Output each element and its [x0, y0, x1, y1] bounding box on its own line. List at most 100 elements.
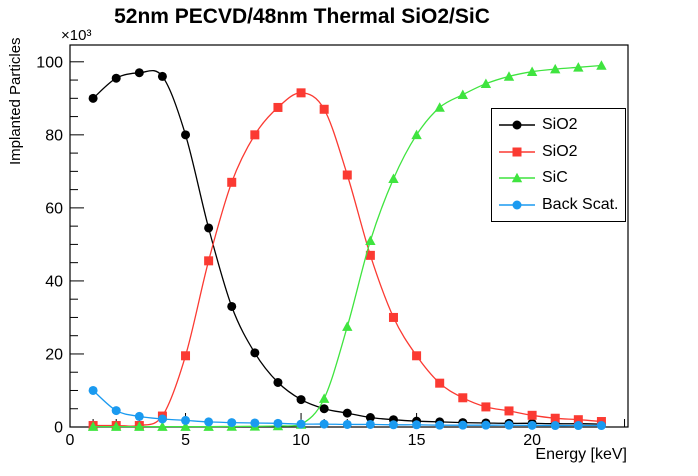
legend-item-3: Back Scat.	[499, 196, 623, 214]
x-tick-label: 0	[66, 432, 75, 449]
y-tick-label: 0	[54, 420, 63, 437]
series-0-sio2-data-point	[319, 404, 329, 414]
series-3-back-scat-data-point	[550, 421, 560, 431]
series-2-sic-data-point	[111, 421, 122, 431]
series-3-back-scat-data-point	[388, 420, 398, 430]
legend-marker	[512, 147, 522, 157]
legend-marker	[512, 120, 522, 130]
series-1-sio2-data-point	[458, 393, 468, 403]
legend-label: SiC	[542, 169, 568, 187]
plot-frame	[69, 44, 629, 428]
series-3-back-scat-data-point	[88, 385, 98, 395]
y-axis-multiplier-label: ×10³	[61, 27, 92, 44]
series-0-sio2-data-point	[88, 93, 98, 103]
series-0-sio2-data-point	[342, 408, 352, 418]
legend-box: SiO2 SiO2 SiC Back Scat.	[491, 108, 626, 222]
series-1-sio2-data-point	[435, 378, 445, 388]
x-axis-title: Energy [keV]	[535, 446, 627, 463]
series-0-sio2-data-point	[250, 348, 260, 358]
series-2-sic-data-point	[434, 102, 445, 112]
series-3-back-scat-data-point	[227, 418, 237, 428]
series-2-sic-data-point	[388, 173, 399, 183]
square-marker-icon	[499, 147, 535, 157]
series-3-back-scat-data-point	[319, 419, 329, 429]
triangle-marker-icon	[499, 173, 535, 183]
series-1-sio2-data-point	[504, 406, 514, 416]
x-tick-label: 15	[408, 432, 426, 449]
series-0-sio2-data-point	[204, 223, 214, 233]
series-0-sio2-data-point	[111, 73, 121, 83]
series-0-sio2-data-point	[227, 301, 237, 311]
series-3-back-scat-data-point	[481, 420, 491, 430]
series-3-back-scat-data-point	[273, 418, 283, 428]
y-tick-label: 20	[45, 346, 63, 363]
series-2-sic-data-point	[503, 71, 515, 81]
legend-item-1: SiO2	[499, 143, 623, 161]
series-3-back-scat-data-point	[204, 417, 214, 427]
series-1-sio2-data-point	[388, 312, 398, 322]
series-2-sic-data-point	[596, 60, 607, 70]
series-0-sio2-data-point	[273, 377, 283, 387]
series-1-sio2-data-point	[550, 413, 560, 423]
series-1-sio2-data-point	[250, 130, 260, 140]
series-2-sic-data-point	[365, 235, 376, 246]
series-0-sio2-data-point	[157, 71, 167, 81]
series-1-sio2-data-point	[204, 256, 214, 266]
series-2-sic-data-point	[342, 321, 353, 331]
series-1-sio2-data-point	[365, 250, 375, 260]
series-0-sio2-data-point	[365, 413, 375, 423]
series-3-back-scat-data-point	[157, 414, 167, 424]
series-2-sic-data-point	[480, 78, 492, 89]
y-tick-label: 40	[45, 273, 63, 290]
series-1-sio2-data-point	[573, 415, 583, 425]
series-0-sio2-data-point	[296, 395, 306, 405]
series-3-back-scat-data-point	[412, 420, 422, 430]
circle-marker-icon	[499, 120, 535, 130]
series-3-back-scat-data-point	[181, 415, 191, 425]
x-tick-label: 10	[292, 432, 310, 449]
legend-label: SiO2	[542, 116, 578, 134]
legend-label: SiO2	[542, 142, 578, 160]
series-1-sio2-data-point	[227, 177, 237, 187]
series-1-sio2-data-point	[296, 88, 306, 98]
x-tick-label: 20	[523, 432, 541, 449]
series-2-sic-data-point	[457, 89, 468, 99]
x-tick-label: 5	[181, 432, 190, 449]
series-3-back-scat-data-point	[573, 421, 583, 431]
series-1-sio2-data-point	[181, 351, 191, 361]
series-3-back-scat-data-point	[342, 419, 352, 429]
legend-marker	[511, 173, 523, 183]
series-1-sio2-data-point	[342, 170, 352, 180]
series-3-back-scat-data-point	[250, 418, 260, 428]
series-1-sio2-data-point	[319, 104, 329, 114]
series-1-sio2-data-point	[273, 102, 283, 112]
series-2-sic-data-point	[550, 63, 561, 74]
y-tick-label: 100	[36, 54, 63, 71]
y-tick-label: 60	[45, 200, 63, 217]
legend-item-0: SiO2	[499, 116, 623, 134]
legend-label: Back Scat.	[542, 195, 619, 213]
series-2-sic-data-point	[411, 129, 422, 140]
series-3-back-scat-data-point	[365, 419, 375, 429]
legend-marker	[512, 200, 522, 210]
series-3-back-scat-data-point	[134, 411, 144, 421]
series-3-back-scat-data-point	[504, 420, 514, 430]
series-3-back-scat-data-point	[435, 420, 445, 430]
series-3-back-scat-data-point	[296, 419, 306, 429]
series-2-sic-data-point	[526, 66, 538, 76]
series-0-sio2-data-point	[181, 130, 191, 140]
series-3-back-scat-data-point	[111, 406, 121, 416]
circle-marker-icon	[499, 200, 535, 210]
series-1-sio2-data-point	[527, 410, 537, 420]
series-3-back-scat-data-point	[596, 421, 606, 431]
series-1-sio2-data-point	[481, 402, 491, 412]
chart-title: 52nm PECVD/48nm Thermal SiO2/SiC	[114, 5, 490, 28]
series-1-sio2-data-point	[412, 351, 422, 361]
series-2-sic-data-point	[87, 421, 99, 431]
series-2-sic-data-point	[134, 421, 145, 431]
series-3-back-scat-data-point	[527, 420, 537, 430]
legend-item-2: SiC	[499, 169, 623, 187]
series-2-sic-data-point	[157, 421, 168, 431]
series-2-sic-data-point	[573, 62, 584, 72]
